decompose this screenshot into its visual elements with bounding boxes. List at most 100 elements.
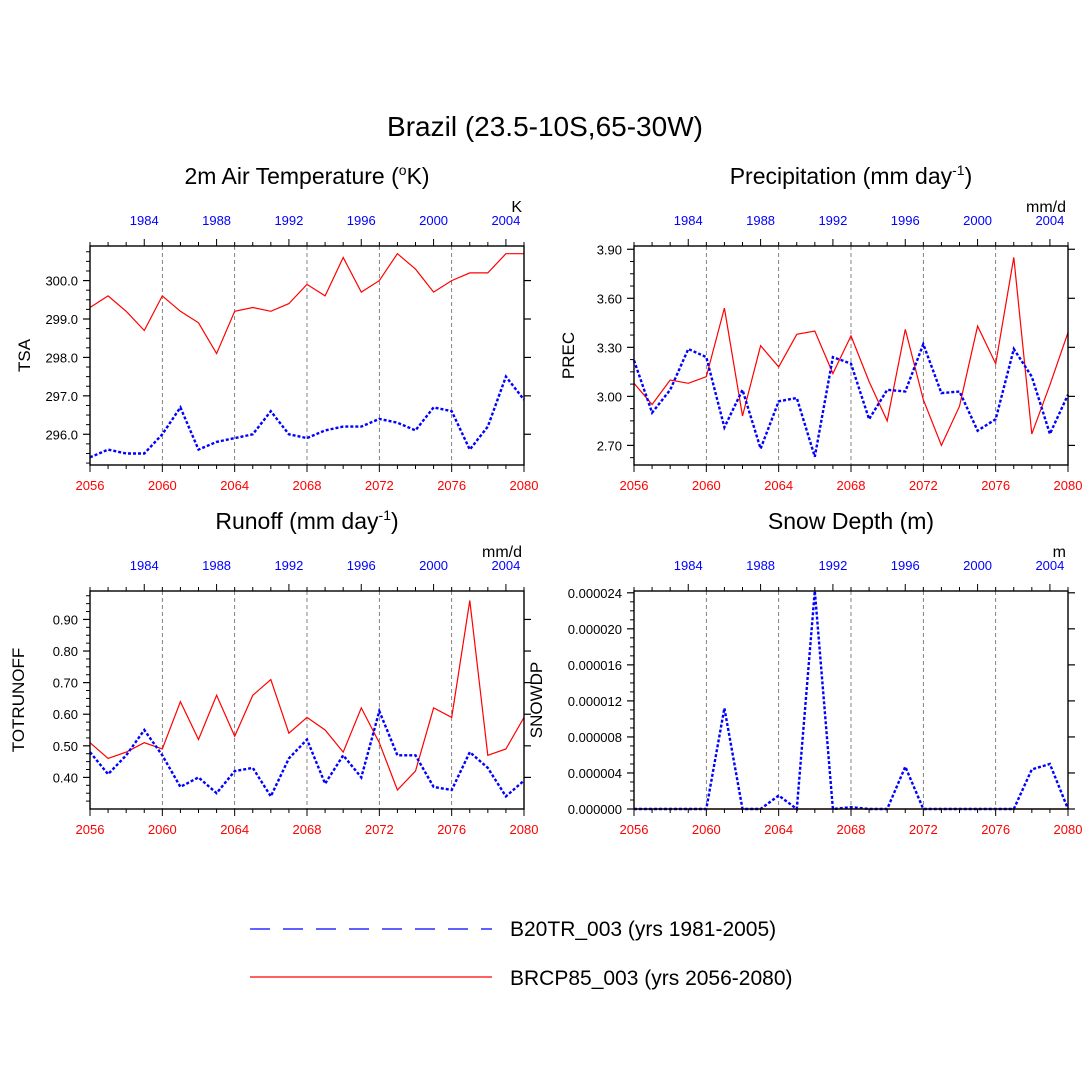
- units-label: mm/d: [482, 544, 522, 561]
- x-tick-label-bottom: 2068: [837, 478, 866, 493]
- x-tick-label-bottom: 2080: [510, 478, 539, 493]
- x-tick-label-bottom: 2064: [220, 822, 249, 837]
- legend: B20TR_003 (yrs 1981-2005) BRCP85_003 (yr…: [250, 918, 793, 990]
- legend-item-future: BRCP85_003 (yrs 2056-2080): [250, 967, 793, 990]
- y-tick-label: 299.0: [45, 312, 78, 327]
- x-tick-label-top: 1992: [274, 213, 303, 228]
- series-line-hist: [632, 340, 1070, 458]
- y-tick-label: 0.000004: [568, 766, 622, 781]
- x-tick-label-top: 2004: [491, 213, 520, 228]
- panel-title-snow-depth: Snow Depth (m): [768, 508, 934, 534]
- y-tick-label: 3.00: [597, 389, 622, 404]
- legend-label-future: BRCP85_003 (yrs 2056-2080): [510, 967, 793, 990]
- y-tick-label: 0.000024: [568, 586, 622, 601]
- x-tick-label-top: 1984: [674, 213, 703, 228]
- y-axis-label: SNOWDP: [527, 662, 546, 739]
- x-tick-label-bottom: 2060: [692, 822, 721, 837]
- x-tick-label-top: 1984: [130, 213, 159, 228]
- units-label: K: [511, 199, 522, 216]
- x-tick-label-bottom: 2056: [620, 822, 649, 837]
- x-tick-label-bottom: 2076: [437, 478, 466, 493]
- y-tick-label: 0.000020: [568, 622, 622, 637]
- x-tick-label-bottom: 2068: [837, 822, 866, 837]
- x-tick-label-top: 2000: [419, 213, 448, 228]
- legend-item-hist: B20TR_003 (yrs 1981-2005): [250, 918, 776, 941]
- plot-frame: [633, 245, 1069, 466]
- y-tick-label: 0.000000: [568, 802, 622, 817]
- x-tick-label-top: 1996: [891, 213, 920, 228]
- units-label: mm/d: [1026, 199, 1066, 216]
- x-tick-label-bottom: 2076: [981, 478, 1010, 493]
- x-tick-label-bottom: 2076: [437, 822, 466, 837]
- x-tick-label-bottom: 2064: [764, 822, 793, 837]
- y-axis-label: TOTRUNOFF: [9, 648, 28, 753]
- y-tick-label: 0.40: [53, 770, 78, 785]
- y-tick-label: 0.70: [53, 676, 78, 691]
- series-line-hist: [89, 374, 525, 459]
- y-tick-label: 3.60: [597, 291, 622, 306]
- y-tick-label: 300.0: [45, 274, 78, 289]
- x-tick-label-top: 2004: [491, 558, 520, 573]
- x-tick-label-top: 1992: [274, 558, 303, 573]
- panel-precipitation: Precipitation (mm day-1) 2.70 3.00 3.30 3.60…: [559, 162, 1082, 493]
- y-tick-label: 3.30: [597, 340, 622, 355]
- y-tick-label: 0.000008: [568, 730, 622, 745]
- x-tick-label-top: 2004: [1035, 213, 1064, 228]
- x-tick-label-top: 2000: [419, 558, 448, 573]
- x-tick-label-bottom: 2080: [1054, 822, 1083, 837]
- x-tick-label-bottom: 2064: [764, 478, 793, 493]
- x-tick-label-top: 1992: [818, 213, 847, 228]
- x-tick-label-bottom: 2068: [293, 822, 322, 837]
- panel-title-air-temperature: 2m Air Temperature (oK): [184, 162, 429, 189]
- x-tick-label-bottom: 2072: [365, 822, 394, 837]
- x-tick-label-bottom: 2080: [1054, 478, 1083, 493]
- x-tick-label-top: 1996: [347, 213, 376, 228]
- x-tick-label-top: 1996: [347, 558, 376, 573]
- x-tick-label-top: 2000: [963, 558, 992, 573]
- x-tick-label-bottom: 2056: [76, 478, 105, 493]
- plot-frame: [89, 245, 525, 466]
- panel-snow-depth: Snow Depth (m) 0.000000 0.000004 0.000008 0.…: [527, 508, 1082, 837]
- x-tick-label-bottom: 2056: [76, 822, 105, 837]
- x-tick-label-top: 1988: [202, 558, 231, 573]
- y-tick-label: 297.0: [45, 389, 78, 404]
- x-tick-label-top: 1988: [746, 213, 775, 228]
- x-tick-label-top: 1992: [818, 558, 847, 573]
- y-tick-label: 2.70: [597, 438, 622, 453]
- y-tick-label: 0.50: [53, 739, 78, 754]
- series-line-hist: [89, 707, 525, 799]
- x-tick-label-top: 1988: [202, 213, 231, 228]
- x-tick-label-bottom: 2064: [220, 478, 249, 493]
- x-tick-label-top: 1984: [130, 558, 159, 573]
- panel-air-temperature: 2m Air Temperature (oK) 296.0 297.0 298.0 29…: [15, 162, 538, 493]
- panel-title-runoff: Runoff (mm day-1): [215, 507, 398, 534]
- series-line-future: [89, 600, 525, 792]
- x-tick-label-bottom: 2060: [692, 478, 721, 493]
- x-tick-label-bottom: 2072: [365, 478, 394, 493]
- series-line-future: [633, 257, 1069, 447]
- panel-title-precipitation: Precipitation (mm day-1): [730, 162, 973, 189]
- y-axis-label: PREC: [559, 332, 578, 379]
- y-tick-label: 296.0: [45, 427, 78, 442]
- x-tick-label-bottom: 2076: [981, 822, 1010, 837]
- x-tick-label-top: 1996: [891, 558, 920, 573]
- y-tick-label: 298.0: [45, 350, 78, 365]
- x-tick-label-bottom: 2072: [909, 822, 938, 837]
- x-tick-label-top: 2000: [963, 213, 992, 228]
- y-tick-label: 0.90: [53, 612, 78, 627]
- x-tick-label-top: 2004: [1035, 558, 1064, 573]
- series-line-future: [89, 252, 524, 355]
- y-tick-label: 3.90: [597, 242, 622, 257]
- figure-title: Brazil (23.5-10S,65-30W): [387, 111, 703, 142]
- y-tick-label: 0.000016: [568, 658, 622, 673]
- x-tick-label-bottom: 2060: [148, 478, 177, 493]
- units-label: m: [1053, 544, 1066, 561]
- x-tick-label-top: 1984: [674, 558, 703, 573]
- panel-runoff: Runoff (mm day-1) 0.40 0.50 0.60 0.70 0.80 0.9…: [9, 507, 538, 837]
- legend-label-hist: B20TR_003 (yrs 1981-2005): [510, 918, 776, 941]
- y-tick-label: 0.000012: [568, 694, 622, 709]
- x-tick-label-bottom: 2056: [620, 478, 649, 493]
- x-tick-label-bottom: 2060: [148, 822, 177, 837]
- x-tick-label-bottom: 2068: [293, 478, 322, 493]
